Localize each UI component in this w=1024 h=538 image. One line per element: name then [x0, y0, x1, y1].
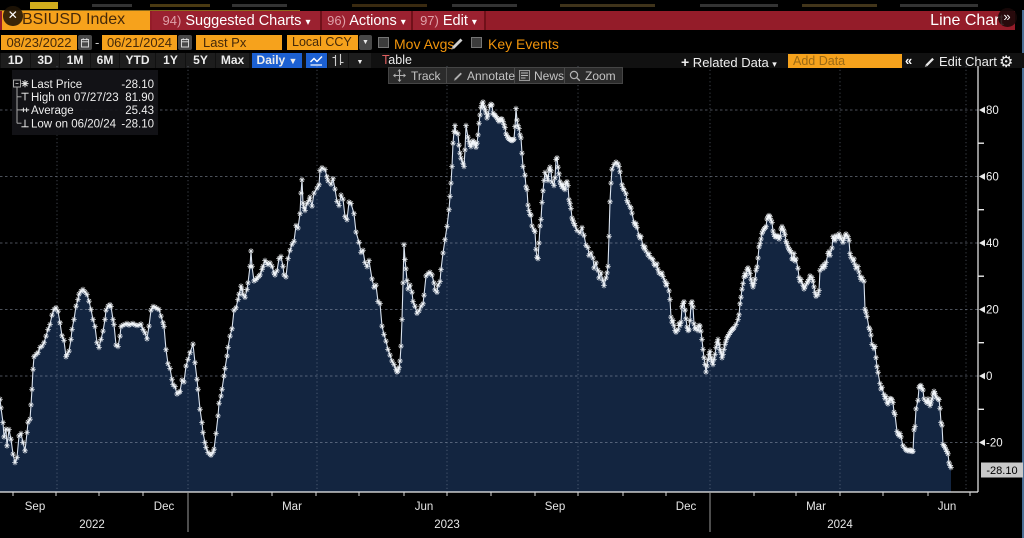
- svg-text:-28.10: -28.10: [986, 465, 1017, 477]
- svg-text:Sep: Sep: [25, 501, 45, 513]
- svg-text:Jun: Jun: [415, 501, 434, 513]
- svg-text:-28.10: -28.10: [121, 79, 154, 91]
- svg-text:-28.10: -28.10: [121, 118, 154, 130]
- svg-text:Low on 06/20/24: Low on 06/20/24: [31, 118, 117, 130]
- svg-text:25.43: 25.43: [125, 105, 154, 117]
- svg-text:2022: 2022: [79, 519, 105, 531]
- svg-text:-20: -20: [986, 438, 1003, 450]
- svg-text:80: 80: [986, 105, 999, 117]
- svg-text:2024: 2024: [827, 519, 853, 531]
- svg-text:Last Price: Last Price: [31, 79, 82, 91]
- svg-text:Jun: Jun: [938, 501, 957, 513]
- svg-text:High on 07/27/23: High on 07/27/23: [31, 92, 119, 104]
- svg-text:Mar: Mar: [806, 501, 826, 513]
- svg-text:Average: Average: [31, 105, 74, 117]
- svg-text:Sep: Sep: [545, 501, 565, 513]
- svg-text:0: 0: [986, 371, 992, 383]
- svg-text:60: 60: [986, 172, 999, 184]
- svg-text:40: 40: [986, 238, 999, 250]
- svg-text:Mar: Mar: [282, 501, 302, 513]
- svg-text:20: 20: [986, 305, 999, 317]
- svg-text:81.90: 81.90: [125, 92, 154, 104]
- svg-text:Dec: Dec: [154, 501, 175, 513]
- svg-text:2023: 2023: [434, 519, 460, 531]
- svg-text:Dec: Dec: [676, 501, 697, 513]
